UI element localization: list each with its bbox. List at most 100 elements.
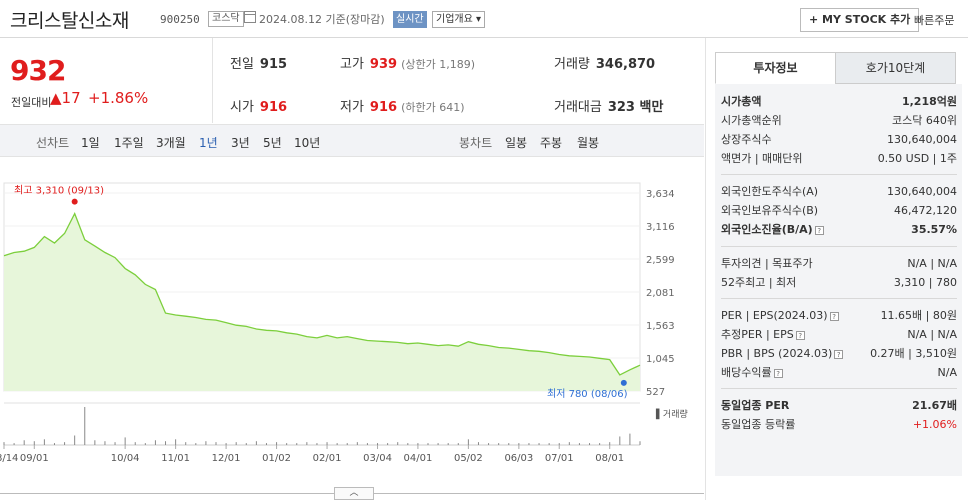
stock-code: 900250 <box>160 13 200 26</box>
low-marker <box>620 379 627 386</box>
current-price: 932 <box>10 54 66 87</box>
price-line <box>3 212 641 376</box>
candle-chart-label: 봉차트 <box>459 136 493 150</box>
info-row: 시가총액순위 코스닥 640위 <box>721 113 957 129</box>
info-row: 외국인보유주식수(B) 46,472,120 <box>721 203 957 219</box>
info-key: 외국인소진율(B/A)? <box>721 222 824 238</box>
info-value: N/A <box>937 366 957 379</box>
quick-order-link[interactable]: 빠른주문 <box>914 14 955 27</box>
info-value: 11.65배 | 80원 <box>880 309 957 322</box>
tab-5y[interactable]: 5년 <box>263 136 282 150</box>
stat-prev: 전일 915 <box>230 57 288 72</box>
info-key: 52주최고 | 최저 <box>721 276 797 289</box>
x-tick-label: 07/01 <box>545 453 574 464</box>
info-value: 46,472,120 <box>894 204 957 217</box>
info-value: 1,218억원 <box>901 95 957 108</box>
price-stats: 전일 915 고가 939 (상한가 1,189) 거래량 346,870 시가 916 … <box>214 38 704 123</box>
low-label: 최저 780 (08/06) <box>547 388 628 400</box>
info-row: PER | EPS(2024.03)? 11.65배 | 80원 <box>721 308 957 324</box>
x-tick-label: 06/03 <box>504 453 533 464</box>
info-row: 배당수익률? N/A <box>721 365 957 381</box>
x-tick-label: 09/01 <box>20 453 49 464</box>
info-separator <box>721 388 957 389</box>
info-value: 130,640,004 <box>887 133 957 146</box>
info-value: 35.57% <box>911 223 957 236</box>
info-row: 52주최고 | 최저 3,310 | 780 <box>721 275 957 291</box>
info-row: 동일업종 등락률 +1.06% <box>721 417 957 433</box>
y-tick-label: 3,116 <box>646 222 675 233</box>
my-stock-add-button[interactable]: + MY STOCK 추가 <box>800 8 920 32</box>
help-icon[interactable]: ? <box>795 330 805 340</box>
tab-1w[interactable]: 1주일 <box>114 136 144 150</box>
y-tick-label: 3,634 <box>646 189 675 200</box>
x-tick-label: 01/02 <box>262 453 291 464</box>
info-value: 0.27배 | 3,510원 <box>870 347 957 360</box>
x-tick-label: 05/02 <box>454 453 483 464</box>
info-key: 외국인한도주식수(A) <box>721 185 819 198</box>
tab-weekly[interactable]: 주봉 <box>540 136 563 150</box>
tab-1d[interactable]: 1일 <box>81 136 100 150</box>
y-tick-label: 2,081 <box>646 288 675 299</box>
info-key: 배당수익률? <box>721 365 783 381</box>
x-tick-label: 10/04 <box>111 453 140 464</box>
info-separator <box>721 246 957 247</box>
x-tick-label: 03/04 <box>363 453 392 464</box>
realtime-button[interactable]: 실시간 <box>393 11 427 28</box>
x-tick-label: 08/01 <box>595 453 624 464</box>
info-key: 상장주식수 <box>721 133 772 146</box>
info-row: 액면가 | 매매단위 0.50 USD | 1주 <box>721 151 957 167</box>
help-icon[interactable]: ? <box>829 311 839 321</box>
y-tick-label: 2,599 <box>646 255 675 266</box>
info-value: 130,640,004 <box>887 185 957 198</box>
tab-monthly[interactable]: 월봉 <box>577 136 600 150</box>
price-diff: ▲17 <box>50 89 81 107</box>
x-tick-label: 11/01 <box>161 453 190 464</box>
tab-1y[interactable]: 1년 <box>199 136 218 150</box>
info-row: 추정PER | EPS? N/A | N/A <box>721 327 957 343</box>
tab-daily[interactable]: 일봉 <box>505 136 528 150</box>
info-key: 외국인보유주식수(B) <box>721 204 819 217</box>
price-chart-svg: 3,634 3,116 2,599 2,081 1,563 1,045 527 최고 3,31… <box>0 182 688 464</box>
price-area <box>4 213 640 391</box>
info-value: N/A | N/A <box>907 328 957 341</box>
info-value: 21.67배 <box>912 399 957 412</box>
info-value: +1.06% <box>912 418 957 431</box>
y-tick-label: 527 <box>646 387 665 398</box>
stat-volume: 거래량 346,870 <box>554 57 656 72</box>
help-icon[interactable]: ? <box>773 368 783 378</box>
tab-10y[interactable]: 10년 <box>294 136 321 150</box>
line-chart-label: 선차트 <box>36 136 70 150</box>
info-key: 시가총액 <box>721 95 762 108</box>
tab-3y[interactable]: 3년 <box>231 136 250 150</box>
chart-expand-button[interactable]: ︿ <box>334 487 374 500</box>
help-icon[interactable]: ? <box>834 349 844 359</box>
current-price-panel: 932 전일대비 ▲17 +1.86% <box>0 38 213 123</box>
calendar-icon <box>244 11 256 23</box>
company-overview-dropdown[interactable]: 기업개요 ▾ <box>432 11 485 28</box>
tab-3m[interactable]: 3개월 <box>156 136 186 150</box>
help-icon[interactable]: ? <box>814 225 824 235</box>
info-row: 동일업종 PER 21.67배 <box>721 398 957 414</box>
diff-label: 전일대비 <box>11 96 52 109</box>
high-marker <box>71 198 78 205</box>
tab-order-book[interactable]: 호가10단계 <box>835 52 956 84</box>
info-key: 시가총액순위 <box>721 114 782 127</box>
info-row: PBR | BPS (2024.03)? 0.27배 | 3,510원 <box>721 346 957 362</box>
info-key: 액면가 | 매매단위 <box>721 152 803 165</box>
info-value: N/A | N/A <box>907 257 957 270</box>
info-key: 추정PER | EPS? <box>721 327 805 343</box>
tab-investment-info[interactable]: 투자정보 <box>715 52 836 84</box>
x-tick-label: 12/01 <box>212 453 241 464</box>
stat-high: 고가 939 (상한가 1,189) <box>340 57 475 72</box>
base-date: 2024.08.12 기준(장마감) <box>259 13 385 26</box>
volume-label: ▌거래량 <box>655 408 688 420</box>
info-separator <box>721 174 957 175</box>
info-value: 코스닥 640위 <box>892 114 957 127</box>
stat-open: 시가 916 <box>230 100 288 115</box>
info-value: 3,310 | 780 <box>893 276 957 289</box>
info-key: 투자의견 | 목표주가 <box>721 257 813 270</box>
stock-name: 크리스탈신소재 <box>10 10 129 32</box>
info-key: PER | EPS(2024.03)? <box>721 308 839 324</box>
